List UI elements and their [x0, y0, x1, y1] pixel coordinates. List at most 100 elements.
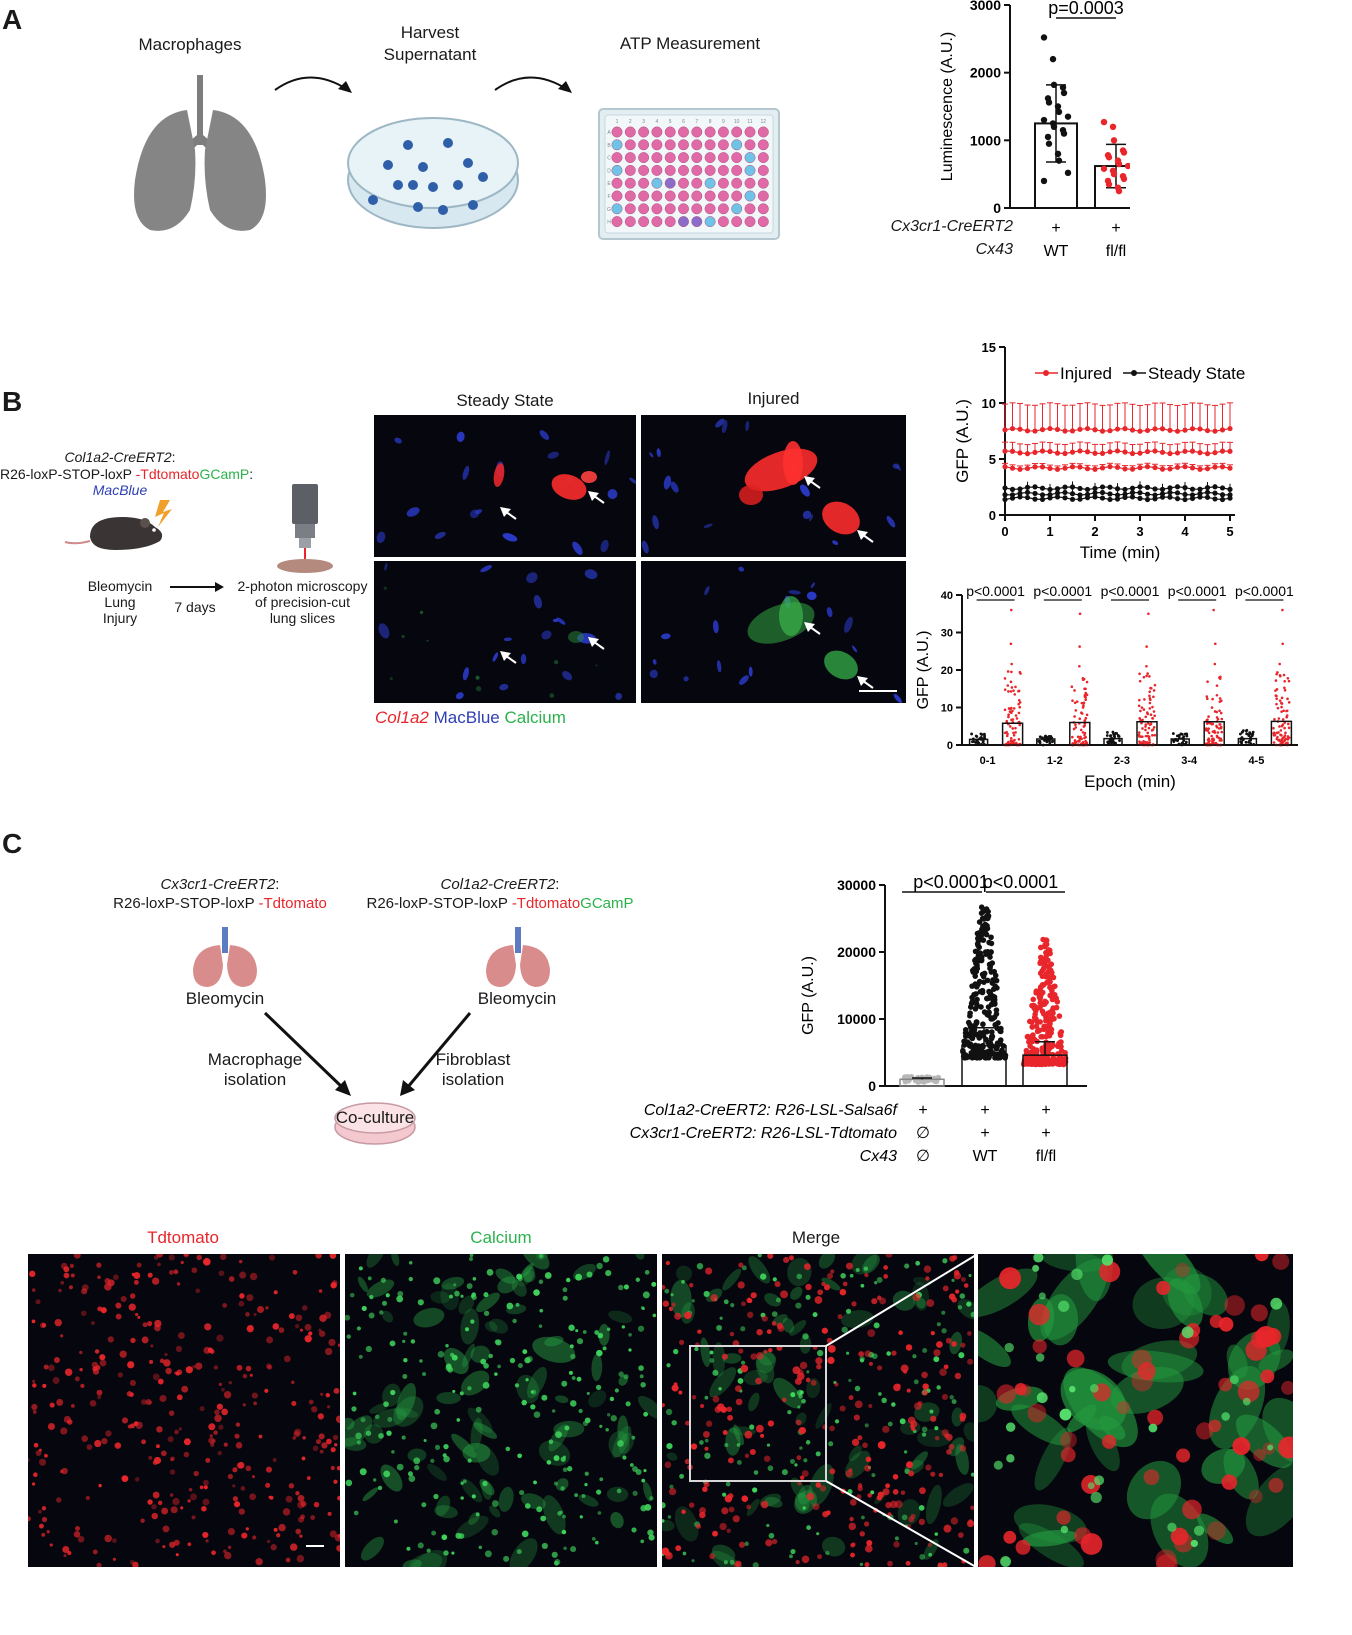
plate-well — [651, 203, 663, 215]
micro-cell — [325, 1392, 331, 1398]
micro-cell — [643, 1468, 647, 1473]
micro-cell — [253, 1401, 257, 1406]
micro-cell — [668, 1487, 677, 1496]
chart-b2-point-injured — [1204, 727, 1208, 730]
chart-a-point — [1054, 150, 1062, 158]
micro-cell — [663, 475, 672, 490]
micro-cell — [712, 1369, 719, 1376]
micro-cell — [60, 1427, 68, 1435]
plate-well — [731, 177, 743, 189]
injury-line3: Injury — [102, 610, 138, 626]
chart-b2-point-injured — [1219, 726, 1223, 730]
micro-cell — [679, 1473, 685, 1479]
micro-cell — [864, 1423, 869, 1428]
micro-cell — [104, 1278, 111, 1284]
micro-cell — [238, 1508, 245, 1515]
micro-cell — [406, 507, 420, 517]
chart-c-point — [973, 991, 979, 997]
micro-cell — [1032, 1264, 1040, 1272]
chart-b2-point-injured — [1078, 664, 1081, 668]
chart-b2-point-injured — [1205, 695, 1209, 698]
micro-cell — [169, 1541, 176, 1548]
micro-cell — [666, 1363, 671, 1368]
micro-cell — [761, 1315, 768, 1322]
chart-c-point — [973, 1054, 980, 1061]
micro-cell — [335, 1415, 340, 1423]
chart-b2-point-injured — [1074, 723, 1077, 727]
micro-cell — [893, 1541, 900, 1548]
micro-cell — [665, 1551, 672, 1557]
micro-cell — [691, 1299, 695, 1303]
micro-cell — [174, 1371, 178, 1375]
micro-feature — [822, 501, 860, 535]
micro-cell — [273, 1527, 278, 1532]
micro-cell — [383, 1401, 389, 1408]
micro-cell — [336, 1465, 340, 1471]
chart-b2-point-injured — [1073, 701, 1077, 705]
micro-cell — [538, 1279, 544, 1285]
micro-cell — [844, 616, 853, 633]
plate-well — [678, 190, 689, 202]
micro-cell — [372, 1478, 377, 1482]
chart-b2-point-injured — [1009, 736, 1013, 740]
legend-macblue: MacBlue — [433, 708, 500, 727]
micro-cell — [618, 1284, 624, 1291]
micro-cell — [315, 1254, 322, 1259]
micro-cell — [308, 1331, 313, 1336]
micro-cell — [426, 1548, 431, 1553]
micro-cell — [391, 1254, 400, 1266]
micro-cell — [1182, 1499, 1202, 1520]
micro-cell — [948, 1293, 956, 1300]
micro-cell — [805, 1283, 812, 1291]
micro-cell — [484, 1550, 492, 1558]
mac-line2: isolation — [223, 1070, 287, 1089]
micro-cell — [970, 1311, 974, 1318]
panel-letter-c: C — [2, 828, 23, 859]
micro-cell — [859, 1562, 864, 1567]
chart-b2-point-injured — [1212, 608, 1215, 612]
chart-b2-point-injured — [1082, 701, 1086, 705]
chart-b2-point-injured — [1140, 721, 1143, 725]
plate-row-label: H — [607, 220, 611, 226]
micro-arrow-head — [500, 651, 511, 661]
micro-cell — [805, 1294, 811, 1300]
micro-cell — [829, 1468, 836, 1475]
micro-cell — [530, 1404, 536, 1410]
micro-cell — [933, 1349, 941, 1357]
chart-b2-point-injured — [1005, 734, 1009, 738]
micro-cell — [330, 1465, 335, 1471]
micro-cell — [214, 1414, 222, 1423]
micro-cell — [410, 1339, 416, 1344]
micro-cell — [302, 1305, 308, 1311]
micro-cell — [459, 1391, 464, 1396]
micro-cell — [617, 1440, 624, 1447]
chart-b2-pvalue: p<0.0001 — [1101, 583, 1160, 599]
chart-b2-point-injured — [1003, 708, 1007, 712]
micro-cell — [33, 1442, 39, 1448]
micro-cell — [31, 1403, 38, 1411]
micro-cell — [135, 1312, 139, 1317]
micro-cell — [475, 686, 482, 692]
micro-cell — [790, 1286, 803, 1300]
micro-cell — [948, 1437, 965, 1457]
micro-cell — [376, 531, 386, 543]
micro-cell — [812, 1312, 818, 1318]
micro-cell — [643, 1481, 653, 1502]
micro-injured-calcium — [641, 561, 906, 703]
injury-label: Bleomycin Lung Injury — [80, 578, 160, 626]
micro-cell — [1094, 1475, 1105, 1486]
micro-cell — [92, 1549, 98, 1555]
chart-c-point — [979, 971, 986, 978]
micro-cell — [402, 1339, 406, 1343]
micro-cell — [960, 1342, 966, 1348]
chart-b2-point-injured — [1147, 726, 1151, 730]
micro-cell — [582, 1420, 589, 1426]
chart-b2-point-injured — [1144, 734, 1148, 738]
plate-well — [651, 164, 663, 176]
microscopy-label: 2-photon microscopy of precision-cut lun… — [235, 578, 370, 626]
micro-cell — [829, 1425, 835, 1432]
micro-cell — [56, 1497, 62, 1503]
micro-cell — [623, 1284, 629, 1290]
chart-b2-point-steady — [1181, 741, 1184, 745]
chart-b2-point-injured — [1009, 707, 1012, 711]
